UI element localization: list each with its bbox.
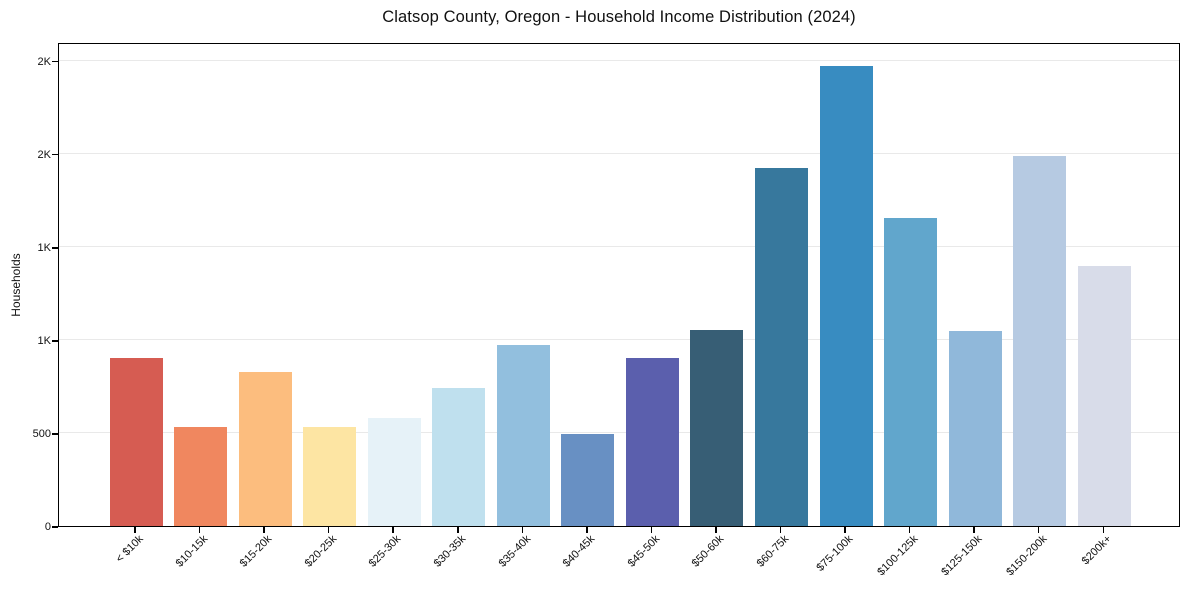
bar xyxy=(496,345,550,526)
bar xyxy=(367,418,421,526)
x-tick-mark xyxy=(715,527,717,533)
y-tick-label: 2K xyxy=(37,148,51,161)
x-tick-label: $150-200k xyxy=(1003,533,1050,579)
y-tick-mark xyxy=(52,526,58,528)
bar xyxy=(690,329,744,526)
x-tick-mark xyxy=(521,527,524,533)
x-tick-mark xyxy=(1037,527,1040,533)
bar xyxy=(174,427,228,526)
x-tick-label: $25-30k xyxy=(367,533,404,570)
x-tick-mark xyxy=(327,527,330,533)
x-tick-mark xyxy=(198,527,201,533)
y-tick-mark xyxy=(52,247,58,249)
x-tick-mark xyxy=(973,527,975,533)
y-tick-label: 1K xyxy=(37,334,51,347)
x-tick-label: $10-15k xyxy=(173,533,211,570)
chart-title: Clatsop County, Oregon - Household Incom… xyxy=(382,8,856,26)
y-tick-mark xyxy=(52,433,58,435)
gridline xyxy=(59,432,1179,434)
x-tick-mark xyxy=(650,527,653,533)
bar xyxy=(1013,155,1067,526)
x-tick-mark xyxy=(134,527,136,533)
x-tick-label: < $10k xyxy=(113,533,146,566)
bar xyxy=(625,357,679,526)
x-tick-label: $20-25k xyxy=(302,533,340,570)
y-tick-label: 1K xyxy=(37,241,51,254)
y-tick-label: 2K xyxy=(37,55,51,68)
y-tick-label: 0 xyxy=(44,521,51,533)
x-tick-label: $45-50k xyxy=(625,533,662,570)
y-axis-label: Households xyxy=(9,253,23,317)
plot-area xyxy=(58,43,1180,527)
x-tick-label: $30-35k xyxy=(431,533,469,570)
bar xyxy=(432,388,486,526)
gridline xyxy=(59,339,1179,341)
y-tick-mark xyxy=(52,340,58,342)
y-tick-label: 500 xyxy=(32,427,51,440)
x-tick-mark xyxy=(586,527,588,533)
bar xyxy=(948,331,1002,526)
gridline xyxy=(59,246,1179,248)
x-tick-label: $200k+ xyxy=(1079,533,1114,568)
x-tick-label: $125-150k xyxy=(939,533,985,579)
x-tick-mark xyxy=(908,527,911,533)
bar xyxy=(755,167,808,526)
y-tick-mark xyxy=(52,153,58,156)
x-tick-label: $15-20k xyxy=(237,533,275,570)
x-tick-mark xyxy=(1102,527,1104,533)
bar xyxy=(884,217,938,526)
x-tick-mark xyxy=(779,527,782,533)
x-tick-mark xyxy=(457,527,459,533)
bar xyxy=(303,427,357,526)
x-tick-mark xyxy=(392,527,394,533)
x-tick-mark xyxy=(263,527,265,533)
y-tick-mark xyxy=(52,60,58,63)
bar xyxy=(819,66,873,526)
x-tick-label: $60-75k xyxy=(754,533,791,570)
gridline xyxy=(59,60,1179,62)
x-tick-mark xyxy=(844,527,846,533)
gridline xyxy=(59,153,1179,155)
bar xyxy=(238,372,292,526)
bar xyxy=(561,433,615,526)
x-tick-label: $75-100k xyxy=(814,533,856,574)
x-tick-label: $40-45k xyxy=(560,533,598,570)
bar xyxy=(1077,266,1131,526)
x-tick-label: $35-40k xyxy=(496,533,533,570)
bar xyxy=(109,358,163,526)
x-tick-label: $100-125k xyxy=(874,533,921,579)
x-tick-label: $50-60k xyxy=(689,533,727,570)
